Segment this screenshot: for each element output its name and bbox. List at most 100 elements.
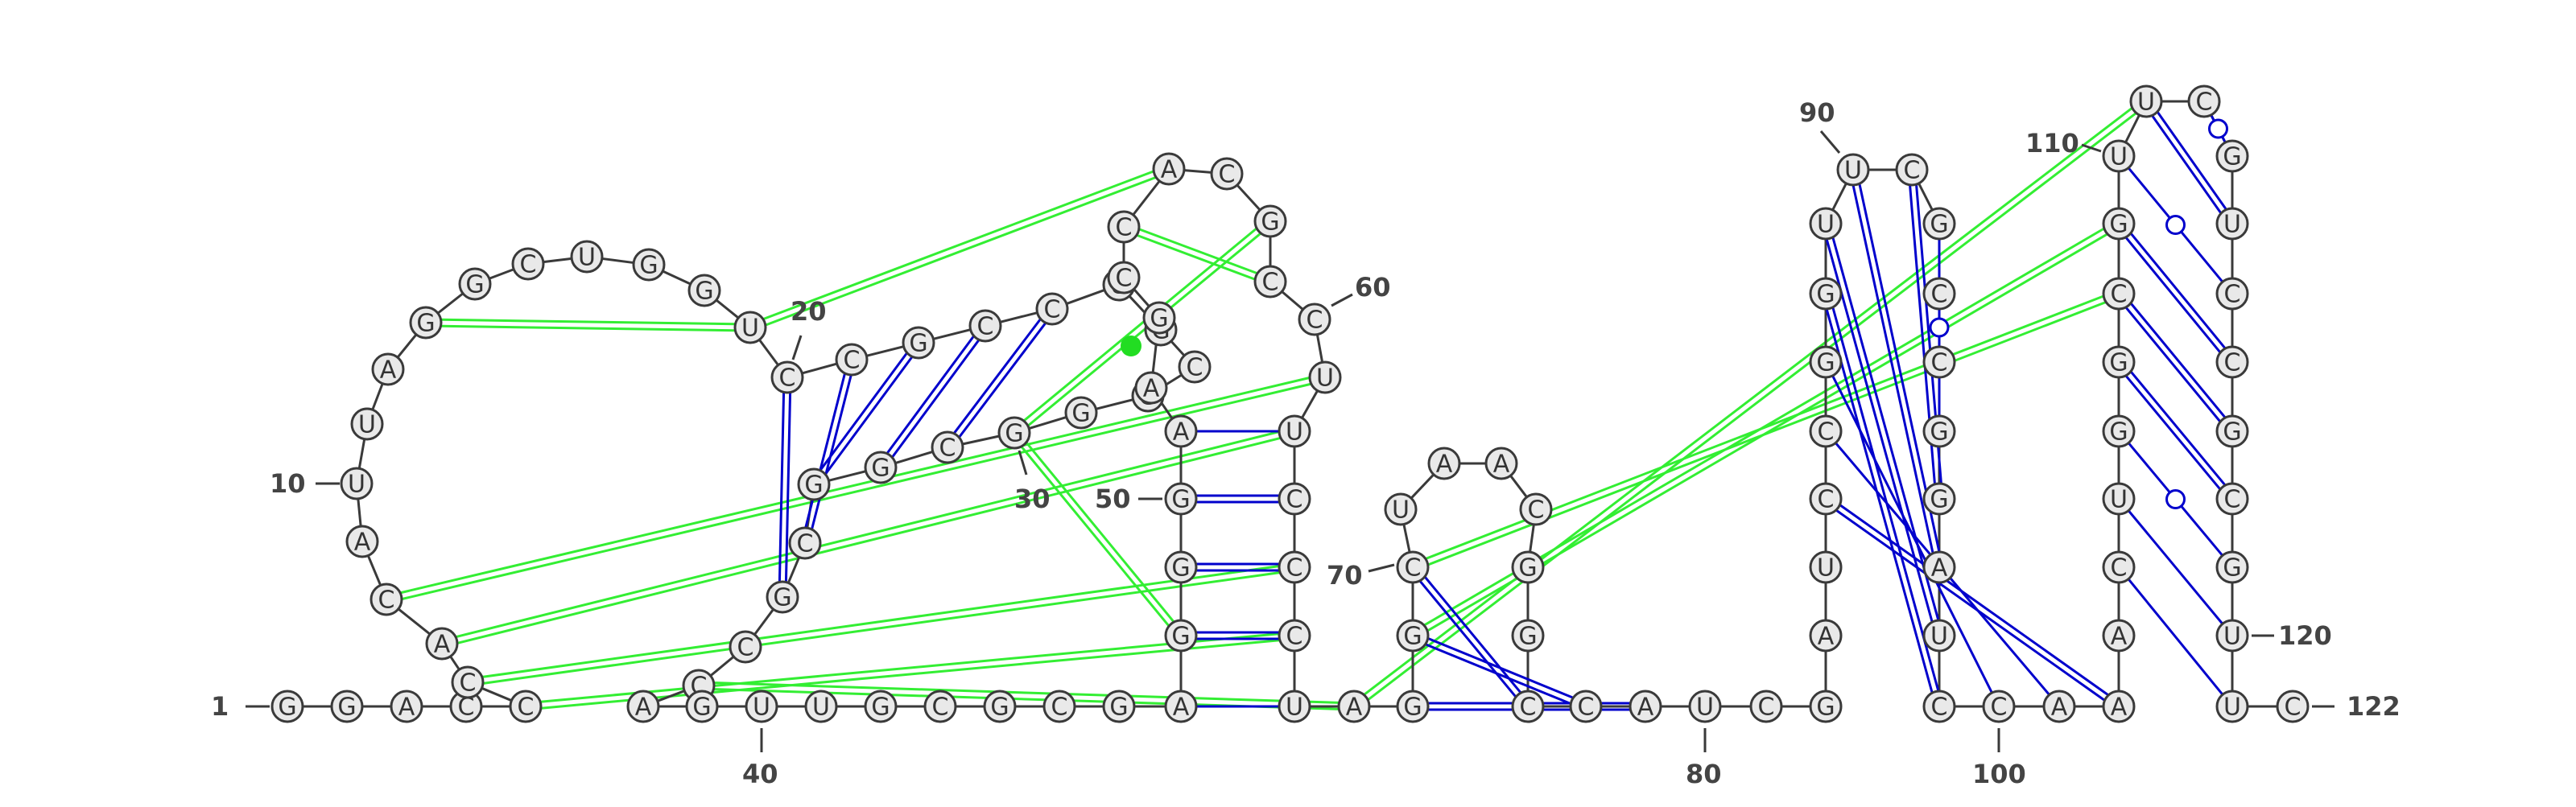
nucleotide-base-letter: C — [779, 364, 796, 393]
base-pair — [2127, 509, 2224, 625]
base-pair — [2124, 233, 2227, 353]
nucleotide-56: A — [1152, 152, 1186, 186]
nucleotide-base-letter: C — [1187, 354, 1203, 382]
nucleotide-circle — [745, 690, 778, 723]
base-pair-bond-line — [2156, 111, 2227, 211]
nucleotide-circle — [1519, 492, 1553, 526]
nucleotide-base-letter: U — [578, 244, 596, 272]
nucleotide-base-letter: U — [812, 694, 830, 722]
nucleotide-circle — [1809, 550, 1843, 584]
nucleotide-base-letter: C — [1051, 694, 1068, 722]
nucleotide-circle — [1688, 690, 1722, 723]
nucleotide-base-letter: A — [1493, 451, 1510, 479]
backbone-link — [543, 257, 572, 264]
nucleotide-base-letter: G — [2223, 554, 2241, 583]
nucleotide-base-letter: G — [871, 455, 890, 483]
nucleotide-95: G — [1922, 414, 1956, 448]
nucleotide-base-letter: G — [1171, 554, 1190, 583]
nucleotide-base-letter: A — [1143, 375, 1160, 403]
backbone-link — [1236, 184, 1261, 211]
base-pair-bond-line — [891, 339, 980, 458]
nucleotide-base-letter: C — [932, 694, 949, 722]
nucleotide-27: C — [1178, 350, 1212, 384]
nucleotide-circle — [2215, 619, 2249, 653]
nucleotide-29: G — [1064, 396, 1098, 430]
tertiary-interaction-line — [400, 377, 1310, 595]
backbone-link — [1509, 475, 1528, 498]
nucleotide-circle — [1042, 690, 1076, 723]
nucleotide-circle — [1922, 482, 1956, 516]
nucleotide-circle — [1511, 619, 1545, 653]
tertiary-interaction-line — [440, 324, 735, 332]
nucleotide-85: C — [1809, 482, 1843, 516]
nucleotide-40: U — [745, 690, 778, 723]
nucleotide-base-letter: C — [939, 434, 956, 463]
nucleotide-base-letter: U — [348, 471, 365, 499]
nucleotide-circle — [1484, 447, 1518, 480]
nucleotide-base-letter: U — [358, 411, 376, 439]
nucleotide-circle — [733, 311, 767, 344]
backbone-layer — [303, 100, 2277, 708]
nucleotide-circle — [511, 247, 545, 281]
backbone-link — [489, 268, 514, 280]
nucleotide-circle — [2102, 414, 2136, 448]
nucleotide-114: U — [2215, 207, 2249, 241]
position-label-n20: 20 — [791, 296, 827, 360]
position-tick — [1819, 130, 1841, 154]
nucleotide-52: A — [1134, 371, 1168, 405]
nucleotide-48: G — [1164, 619, 1198, 653]
nucleotide-122: C — [2276, 690, 2310, 723]
nucleotide-base-letter: C — [2111, 554, 2128, 583]
nucleotide-7: A — [425, 627, 459, 661]
backbone-link — [371, 383, 384, 410]
base-pair-bond-line — [778, 392, 786, 582]
backbone-link — [1918, 183, 1934, 211]
nucleotide-44: G — [983, 690, 1017, 723]
backbone-link — [396, 333, 418, 359]
nucleotide-base-letter: U — [1392, 496, 1410, 525]
backbone-link — [1028, 416, 1067, 430]
nucleotide-circle — [804, 690, 838, 723]
nucleotide-circle — [1134, 371, 1168, 405]
nucleotide-base-letter: G — [1930, 418, 1948, 447]
base-pair — [2151, 111, 2227, 214]
backbone-link — [1529, 524, 1535, 553]
nucleotide-base-letter: G — [278, 694, 296, 722]
nucleotide-80: U — [1688, 690, 1722, 723]
nucleotide-1: G — [270, 690, 304, 723]
base-pair-bond-line — [1839, 504, 2109, 696]
nucleotide-base-letter: G — [1930, 486, 1948, 514]
base-pair — [1196, 562, 1279, 572]
base-pair — [2124, 371, 2227, 490]
nucleotide-circle — [2187, 84, 2221, 118]
nucleotide-46: G — [1102, 690, 1136, 723]
nucleotide-35: G — [766, 580, 799, 614]
base-pair-bond-line — [2124, 307, 2221, 422]
base-pair-bond-line — [2124, 237, 2222, 353]
nucleotide-base-letter: C — [378, 587, 395, 615]
position-number: 40 — [742, 759, 778, 789]
nucleotide-base-letter: G — [990, 694, 1009, 722]
base-pair — [1835, 504, 2109, 702]
nucleotide-96: G — [1922, 482, 1956, 516]
backbone-link — [1096, 398, 1133, 410]
base-pair — [1418, 576, 1522, 698]
base-pair-bond-line — [819, 352, 908, 471]
nucleotide-circle — [1809, 482, 1843, 516]
nucleotide-15: C — [511, 247, 545, 281]
base-pair — [1425, 637, 1574, 705]
tertiary-interaction-line — [441, 318, 736, 326]
nucleotide-base-letter: C — [2224, 486, 2241, 514]
nucleotide-base-letter: A — [2051, 694, 2068, 722]
backbone-link — [801, 362, 838, 375]
nucleotide-base-letter: C — [1116, 214, 1133, 242]
tertiary-interaction-line — [1367, 112, 2137, 701]
nucleotide-14: G — [458, 267, 492, 301]
nucleotide-73: A — [1484, 447, 1518, 480]
nucleotide-75: G — [1511, 550, 1545, 584]
base-pair — [886, 336, 980, 458]
nucleotide-base-letter: U — [2137, 89, 2155, 117]
nucleotide-circle — [425, 627, 459, 661]
nucleotide-67: A — [1337, 690, 1371, 723]
